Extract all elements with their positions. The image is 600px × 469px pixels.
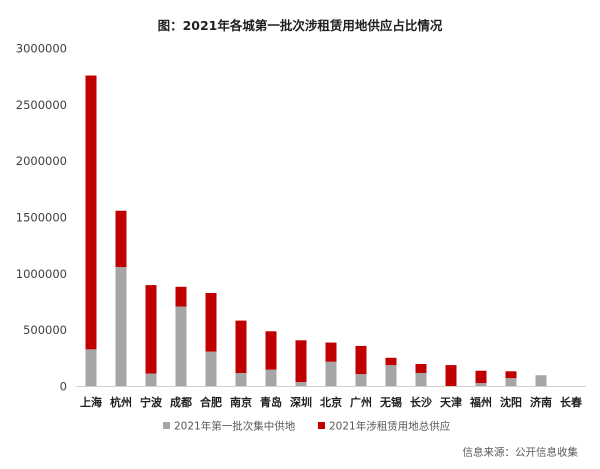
bar-total-supply bbox=[265, 331, 277, 370]
bar-first-batch bbox=[415, 372, 427, 387]
bar-first-batch bbox=[505, 378, 517, 387]
bar-total-supply bbox=[325, 342, 337, 362]
bar-first-batch bbox=[355, 374, 367, 387]
y-tick-label: 1500000 bbox=[16, 211, 67, 225]
x-tick-label: 合肥 bbox=[200, 395, 222, 409]
legend-swatch-total-supply bbox=[318, 422, 325, 429]
x-axis: 上海 杭州 宁波 成都 合肥 南京 青岛 深圳 北京 广州 无锡 长沙 天津 福州 沈阳 济南 长春 bbox=[80, 395, 583, 409]
y-axis: 0 500000 1000000 1500000 2000000 2500000 30000… bbox=[16, 42, 67, 394]
y-tick-label: 1000000 bbox=[16, 267, 67, 281]
bar-total-supply bbox=[85, 75, 97, 350]
legend-label-first-batch: 2021年第一批次集中供地 bbox=[174, 420, 296, 433]
x-tick-label: 天津 bbox=[440, 395, 462, 409]
bar-first-batch bbox=[295, 381, 307, 387]
bar-total-supply bbox=[295, 340, 307, 382]
x-tick-label: 广州 bbox=[350, 395, 372, 409]
bar-first-batch bbox=[475, 383, 487, 387]
bar-total-supply bbox=[205, 292, 217, 352]
x-tick-label: 宁波 bbox=[140, 395, 163, 409]
bar-total-supply bbox=[235, 320, 247, 373]
bar-total-supply bbox=[445, 365, 457, 387]
x-tick-label: 济南 bbox=[530, 395, 552, 409]
bar-total-supply bbox=[415, 363, 427, 373]
x-tick-label: 上海 bbox=[80, 395, 102, 409]
legend-label-total-supply: 2021年涉租赁用地总供应 bbox=[329, 420, 451, 433]
legend-swatch-first-batch bbox=[163, 422, 170, 429]
bar-first-batch bbox=[145, 373, 157, 387]
source-note: 信息来源：公开信息收集 bbox=[463, 446, 579, 459]
bar-total-supply bbox=[115, 210, 127, 268]
y-tick-label: 2000000 bbox=[16, 154, 67, 168]
legend: 2021年第一批次集中供地 2021年涉租赁用地总供应 bbox=[163, 420, 451, 433]
bar-total-supply bbox=[385, 357, 397, 366]
bar-total-supply bbox=[175, 286, 187, 307]
bar-first-batch bbox=[85, 349, 97, 387]
bar-first-batch bbox=[115, 267, 127, 387]
bar-total-supply bbox=[145, 285, 157, 374]
bar-first-batch bbox=[325, 361, 337, 387]
bar-total-supply bbox=[505, 371, 517, 379]
x-tick-label: 青岛 bbox=[260, 395, 282, 409]
x-tick-label: 成都 bbox=[170, 395, 192, 409]
bar-total-supply bbox=[475, 370, 487, 384]
x-tick-label: 长春 bbox=[560, 395, 583, 409]
chart-title: 图：2021年各城第一批次涉租赁用地供应占比情况 bbox=[158, 18, 443, 33]
x-tick-label: 长沙 bbox=[410, 395, 432, 409]
x-tick-label: 南京 bbox=[230, 395, 252, 409]
x-tick-label: 沈阳 bbox=[500, 395, 522, 409]
bar-first-batch bbox=[265, 369, 277, 387]
bars-group bbox=[85, 75, 547, 387]
bar-first-batch bbox=[535, 375, 547, 387]
x-tick-label: 杭州 bbox=[110, 395, 132, 409]
bar-first-batch bbox=[205, 351, 217, 387]
x-tick-label: 深圳 bbox=[290, 395, 312, 409]
y-tick-label: 0 bbox=[60, 380, 67, 394]
x-tick-label: 北京 bbox=[320, 395, 342, 409]
x-tick-label: 无锡 bbox=[379, 395, 402, 409]
bar-first-batch bbox=[385, 365, 397, 387]
y-tick-label: 500000 bbox=[23, 323, 67, 337]
y-tick-label: 3000000 bbox=[16, 42, 67, 56]
x-tick-label: 福州 bbox=[469, 395, 492, 409]
bar-total-supply bbox=[355, 345, 367, 375]
bar-first-batch bbox=[235, 372, 247, 387]
y-tick-label: 2500000 bbox=[16, 98, 67, 112]
bar-first-batch bbox=[175, 306, 187, 387]
